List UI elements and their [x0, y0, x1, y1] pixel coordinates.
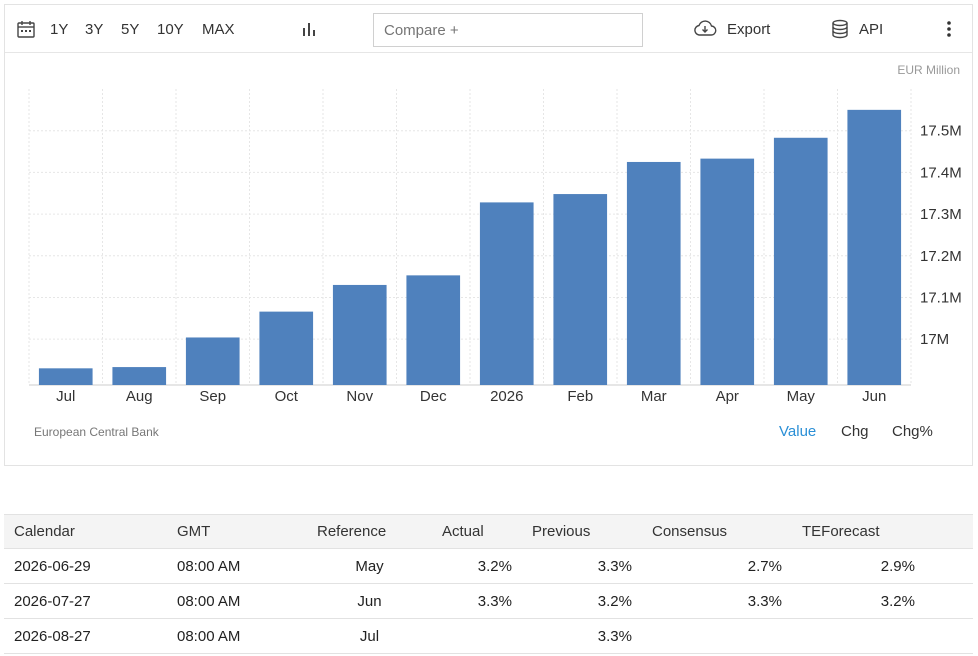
range-3y-button[interactable]: 3Y — [85, 20, 104, 38]
x-tick-label: Jun — [862, 388, 886, 405]
calendar-icon[interactable] — [16, 5, 36, 53]
unit-label: EUR Million — [897, 63, 960, 77]
cell-teforecast: 2.9% — [792, 548, 973, 584]
y-tick-label: 17M — [920, 331, 949, 348]
bar-chart: 17M 17.1M 17.2M 17.3M 17.4M 17.5M Jul Aug Sep Oct… — [28, 89, 962, 405]
bar-jun — [847, 109, 902, 386]
y-tick-label: 17.1M — [920, 289, 962, 306]
mode-value-button[interactable]: Value — [779, 423, 817, 440]
bar-sep — [185, 337, 240, 385]
export-label: Export — [727, 20, 771, 38]
table-row: 2026-07-27 08:00 AM Jun 3.3% 3.2% 3.3% 3… — [4, 583, 973, 619]
calendar-table: Calendar GMT Reference Actual Previous C… — [4, 514, 973, 654]
cell-consensus: 2.7% — [642, 548, 792, 584]
col-header-reference: Reference — [307, 514, 432, 549]
col-header-previous: Previous — [522, 514, 642, 549]
cell-reference: Jun — [307, 583, 432, 619]
cell-teforecast: 3.2% — [792, 583, 973, 619]
calendar-header-row: Calendar GMT Reference Actual Previous C… — [4, 514, 973, 549]
table-row: 2026-08-27 08:00 AM Jul 3.3% — [4, 618, 973, 654]
cell-reference: May — [307, 548, 432, 584]
bar-may — [773, 137, 828, 385]
y-tick-label: 17.5M — [920, 123, 962, 140]
cell-reference: Jul — [307, 618, 432, 654]
chart-toolbar: 1Y 3Y 5Y 10Y MAX Export — [5, 5, 972, 53]
more-options-icon[interactable] — [946, 5, 952, 53]
bar-jul — [38, 368, 93, 385]
bar-2026 — [479, 202, 534, 385]
x-tick-label: Apr — [716, 388, 739, 405]
col-header-actual: Actual — [432, 514, 522, 549]
bar-apr — [700, 158, 755, 385]
x-tick-label: Aug — [126, 388, 153, 405]
cell-consensus: 3.3% — [642, 583, 792, 619]
cell-date: 2026-06-29 — [4, 548, 167, 584]
cell-actual: 3.2% — [432, 548, 522, 584]
table-row: 2026-06-29 08:00 AM May 3.2% 3.3% 2.7% 2… — [4, 548, 973, 584]
cell-date: 2026-07-27 — [4, 583, 167, 619]
x-tick-label: Nov — [346, 388, 373, 405]
x-tick-label: Feb — [567, 388, 593, 405]
y-tick-label: 17.2M — [920, 248, 962, 265]
source-label: European Central Bank — [34, 425, 159, 439]
bar-feb — [553, 194, 608, 385]
col-header-gmt: GMT — [167, 514, 307, 549]
range-5y-button[interactable]: 5Y — [121, 20, 140, 38]
api-label: API — [859, 20, 884, 38]
y-tick-label: 17.3M — [920, 206, 962, 223]
bar-dec — [406, 275, 461, 385]
bar-aug — [112, 367, 167, 385]
x-tick-label: Mar — [641, 388, 667, 405]
mode-chg-pct-button[interactable]: Chg% — [892, 423, 933, 440]
mode-chg-button[interactable]: Chg — [841, 423, 869, 440]
cloud-download-icon — [694, 20, 717, 36]
cell-previous: 3.3% — [522, 548, 642, 584]
export-button[interactable]: Export — [692, 5, 770, 53]
bar-mar — [626, 161, 681, 385]
x-tick-label: May — [787, 388, 816, 405]
col-header-teforecast: TEForecast — [792, 514, 973, 549]
database-icon — [832, 19, 848, 39]
cell-gmt: 08:00 AM — [167, 618, 307, 654]
range-10y-button[interactable]: 10Y — [157, 20, 184, 38]
bar-oct — [259, 311, 314, 385]
cell-teforecast — [792, 618, 973, 654]
bar-nov — [332, 284, 387, 385]
x-tick-label: 2026 — [490, 388, 523, 405]
range-1y-button[interactable]: 1Y — [50, 20, 69, 38]
y-tick-label: 17.4M — [920, 164, 962, 181]
cell-actual: 3.3% — [432, 583, 522, 619]
cell-previous: 3.3% — [522, 618, 642, 654]
x-tick-label: Oct — [275, 388, 299, 405]
cell-previous: 3.2% — [522, 583, 642, 619]
x-tick-label: Jul — [56, 388, 75, 405]
chart-type-icon[interactable] — [300, 5, 318, 53]
cell-gmt: 08:00 AM — [167, 583, 307, 619]
x-tick-label: Sep — [199, 388, 226, 405]
chart-panel: 1Y 3Y 5Y 10Y MAX Export — [4, 4, 973, 466]
range-max-button[interactable]: MAX — [202, 20, 235, 38]
cell-date: 2026-08-27 — [4, 618, 167, 654]
x-tick-label: Dec — [420, 388, 447, 405]
col-header-calendar: Calendar — [4, 514, 167, 549]
cell-actual — [432, 618, 522, 654]
cell-consensus — [642, 618, 792, 654]
col-header-consensus: Consensus — [642, 514, 792, 549]
api-button[interactable]: API — [831, 5, 883, 53]
cell-gmt: 08:00 AM — [167, 548, 307, 584]
compare-input[interactable] — [373, 13, 643, 47]
